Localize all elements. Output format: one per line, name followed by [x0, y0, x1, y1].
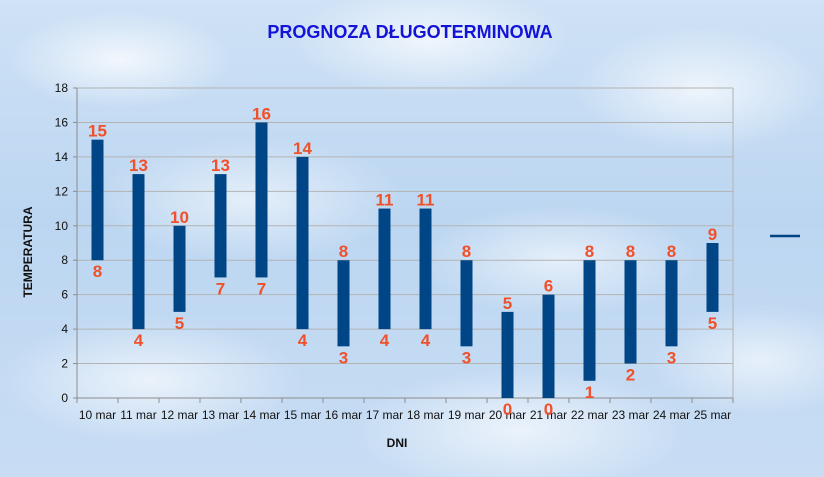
x-tick-label: 24 mar — [653, 408, 690, 422]
y-tick-label: 12 — [55, 184, 69, 198]
min-value-label: 5 — [708, 314, 717, 333]
max-value-label: 8 — [626, 242, 635, 261]
max-value-label: 11 — [376, 191, 394, 210]
x-tick-label: 10 mar — [79, 408, 116, 422]
y-tick-label: 4 — [61, 322, 68, 336]
x-tick-label: 13 mar — [202, 408, 239, 422]
max-value-label: 8 — [339, 242, 348, 261]
x-tick-label: 20 mar — [489, 408, 526, 422]
y-tick-label: 14 — [55, 150, 69, 164]
min-value-label: 0 — [503, 400, 512, 419]
max-value-label: 14 — [293, 139, 312, 158]
x-tick-label: 15 mar — [284, 408, 321, 422]
range-bar — [132, 174, 145, 330]
x-tick-label: 25 mar — [694, 408, 731, 422]
x-tick-label: 11 mar — [120, 408, 156, 422]
min-value-label: 7 — [257, 279, 266, 298]
min-value-label: 4 — [134, 331, 144, 350]
y-tick-label: 18 — [55, 81, 69, 95]
max-value-label: 15 — [88, 122, 107, 141]
grid — [77, 87, 733, 399]
min-value-label: 4 — [380, 331, 390, 350]
x-tick-label: 12 mar — [161, 408, 198, 422]
max-value-label: 13 — [129, 156, 148, 175]
max-value-label: 8 — [462, 242, 471, 261]
max-value-label: 9 — [708, 225, 717, 244]
x-axis-title: DNI — [387, 436, 408, 450]
min-value-label: 2 — [626, 366, 635, 385]
range-bar — [378, 208, 391, 330]
data-labels: 15 8 13 4 10 5 13 7 16 7 14 4 8 3 11 4 11 4 8 3 5 0 6 0 8 1 8 2 8 3 9 5 — [88, 104, 717, 419]
min-value-label: 4 — [421, 331, 431, 350]
x-tick-label: 23 mar — [612, 408, 649, 422]
max-value-label: 10 — [170, 208, 189, 227]
max-value-label: 16 — [252, 104, 271, 123]
min-value-label: 3 — [462, 348, 471, 367]
max-value-label: 8 — [585, 242, 594, 261]
x-tick-label: 17 mar — [366, 408, 403, 422]
min-value-label: 7 — [216, 279, 225, 298]
range-bar — [214, 174, 227, 278]
max-value-label: 11 — [417, 191, 435, 210]
min-value-label: 8 — [93, 262, 102, 281]
range-bar — [665, 260, 678, 347]
max-value-label: 8 — [667, 242, 676, 261]
chart-title: PROGNOZA DŁUGOTERMINOWA — [267, 22, 552, 42]
range-bar — [419, 208, 432, 330]
x-tick-label: 14 mar — [243, 408, 280, 422]
range-bar — [706, 243, 719, 312]
min-value-label: 5 — [175, 314, 184, 333]
x-tick-label: 22 mar — [571, 408, 608, 422]
x-tick-label: 19 mar — [448, 408, 485, 422]
max-value-label: 5 — [503, 294, 512, 313]
y-tick-label: 2 — [61, 357, 68, 371]
bars — [91, 122, 719, 398]
y-tick-label: 8 — [61, 253, 68, 267]
y-tick-label: 6 — [61, 288, 68, 302]
max-value-label: 6 — [544, 277, 553, 296]
range-bar — [91, 139, 104, 261]
range-bar — [624, 260, 637, 364]
min-value-label: 3 — [667, 348, 676, 367]
y-tick-label: 16 — [55, 115, 69, 129]
x-tick-label: 18 mar — [407, 408, 444, 422]
y-tick-label: 0 — [61, 391, 68, 405]
range-bar — [583, 260, 596, 381]
x-tick-label: 16 mar — [325, 408, 362, 422]
range-bar — [460, 260, 473, 347]
min-value-label: 4 — [298, 331, 308, 350]
min-value-label: 0 — [544, 400, 553, 419]
range-bar — [542, 294, 555, 398]
min-value-label: 3 — [339, 348, 348, 367]
max-value-label: 13 — [211, 156, 230, 175]
range-bar — [501, 311, 514, 398]
min-value-label: 1 — [585, 383, 594, 402]
range-bar — [337, 260, 350, 347]
y-axis-title: TEMPERATURA — [21, 206, 35, 297]
y-tick-label: 10 — [55, 219, 69, 233]
range-bar — [296, 156, 309, 330]
range-bar — [255, 122, 268, 278]
x-tick-label: 21 mar — [530, 408, 567, 422]
range-bar — [173, 225, 186, 312]
